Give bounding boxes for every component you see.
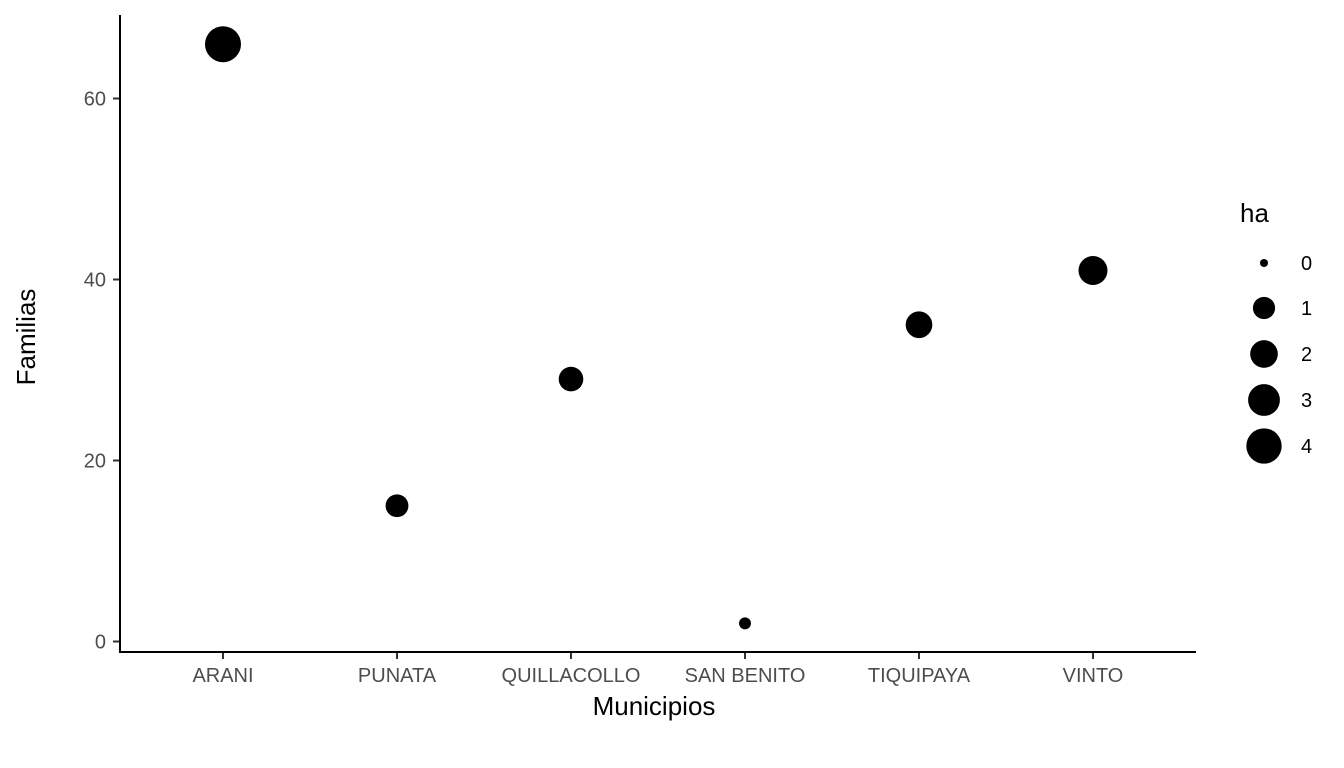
- y-tick-label: 20: [84, 451, 106, 473]
- x-tick-label: QUILLACOLLO: [502, 665, 641, 687]
- x-tick-label: PUNATA: [358, 665, 437, 687]
- data-points: [205, 26, 1108, 630]
- data-point: [905, 311, 933, 339]
- y-tick-label: 40: [84, 270, 106, 292]
- legend-key: [1260, 259, 1268, 267]
- legend-title: ha: [1240, 198, 1269, 228]
- data-point: [385, 494, 409, 518]
- data-point: [1078, 255, 1108, 285]
- data-point: [205, 26, 241, 63]
- y-tick-label: 60: [84, 89, 106, 111]
- legend-label: 0: [1301, 253, 1312, 275]
- x-axis-title: Municipios: [593, 691, 716, 721]
- legend-items: 0 1 2 3 4: [1246, 253, 1312, 464]
- data-point: [739, 617, 751, 630]
- x-tick-label: VINTO: [1063, 665, 1124, 687]
- x-tick-label: TIQUIPAYA: [868, 665, 971, 687]
- x-tick-label: ARANI: [192, 665, 253, 687]
- y-axis-title: Familias: [11, 289, 41, 386]
- data-point: [558, 366, 584, 392]
- legend-key: [1252, 296, 1276, 320]
- x-tick-label: SAN BENITO: [685, 665, 806, 687]
- y-axis-ticks: 0 20 40 60: [84, 89, 120, 654]
- legend-label: 2: [1301, 344, 1312, 366]
- legend-key: [1250, 340, 1278, 368]
- y-tick-label: 0: [95, 632, 106, 654]
- legend-key: [1246, 428, 1282, 464]
- legend-label: 1: [1301, 298, 1312, 320]
- x-axis-ticks: ARANI PUNATA QUILLACOLLO SAN BENITO TIQUIPAY…: [192, 652, 1123, 687]
- size-legend: ha 0 1 2 3 4: [1240, 198, 1312, 464]
- legend-key: [1248, 384, 1280, 416]
- legend-label: 3: [1301, 390, 1312, 412]
- legend-label: 4: [1301, 436, 1312, 458]
